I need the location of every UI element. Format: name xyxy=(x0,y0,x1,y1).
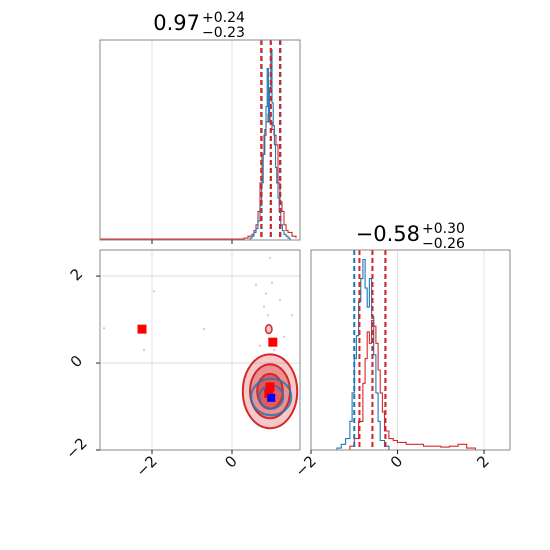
joint-xtick-label-0: −2 xyxy=(132,452,160,480)
p2-grid xyxy=(310,250,485,450)
joint-scatter-point-7 xyxy=(278,298,282,302)
joint-marker-blue-0 xyxy=(267,393,276,402)
title-param1: 0.97 xyxy=(153,11,200,35)
joint-scatter-point-8 xyxy=(272,348,276,352)
joint-marker-red-2 xyxy=(265,382,275,392)
title-param2-plus: +0.30 xyxy=(422,221,465,237)
p1-hist-red xyxy=(100,113,297,240)
joint-marker-red-0 xyxy=(137,324,147,334)
p2-xtick-label-1: 0 xyxy=(387,452,406,471)
p1-frame xyxy=(99,39,301,241)
joint-2d-panel: −2 0 −2 0 2 xyxy=(62,249,301,480)
joint-scatter-point-6 xyxy=(262,305,266,308)
joint-scatter-point-11 xyxy=(254,283,258,286)
joint-scatter-point-4 xyxy=(264,292,268,295)
joint-scatter-point-5 xyxy=(266,314,270,317)
joint-scatter-point-12 xyxy=(142,348,146,352)
joint-scatter-point-3 xyxy=(270,281,274,284)
joint-marker-red-3 xyxy=(264,388,274,398)
joint-scatter-point-14 xyxy=(258,344,262,347)
joint-ytick-label-0: −2 xyxy=(62,434,90,462)
marginal-1d-param2: −2 0 2 xyxy=(291,249,511,480)
joint-ytick-label-2: 2 xyxy=(67,265,86,284)
joint-scatter-point-0 xyxy=(152,290,156,293)
joint-xtick-label-1: 0 xyxy=(221,452,240,471)
joint-scatter-point-13 xyxy=(282,335,286,339)
p2-xtick-label-0: −2 xyxy=(291,452,319,480)
p2-hist-red xyxy=(345,319,476,451)
p2-xtick-label-2: 2 xyxy=(473,452,492,471)
joint-ytick-label-1: 0 xyxy=(67,352,86,371)
joint-scatter-point-2 xyxy=(268,256,272,259)
marginal-1d-param1 xyxy=(99,39,301,244)
joint-scatter-point-9 xyxy=(102,327,106,330)
title-param1-minus: −0.23 xyxy=(202,25,245,41)
joint-contour-blue-0 xyxy=(250,377,293,417)
joint-frame xyxy=(99,249,301,451)
joint-contour-red-island xyxy=(264,324,273,335)
p2-hist-blue xyxy=(332,258,390,451)
joint-scatter-point-10 xyxy=(290,314,294,317)
p2-frame xyxy=(310,249,511,451)
p1-hist-blue xyxy=(248,48,291,241)
p1-grid xyxy=(151,40,233,240)
title-param2: −0.58 xyxy=(356,222,420,246)
joint-scatter-point-1 xyxy=(202,328,206,331)
title-param2-minus: −0.26 xyxy=(422,236,465,252)
joint-marker-red-1 xyxy=(268,337,278,347)
title-param1-plus: +0.24 xyxy=(202,10,245,26)
